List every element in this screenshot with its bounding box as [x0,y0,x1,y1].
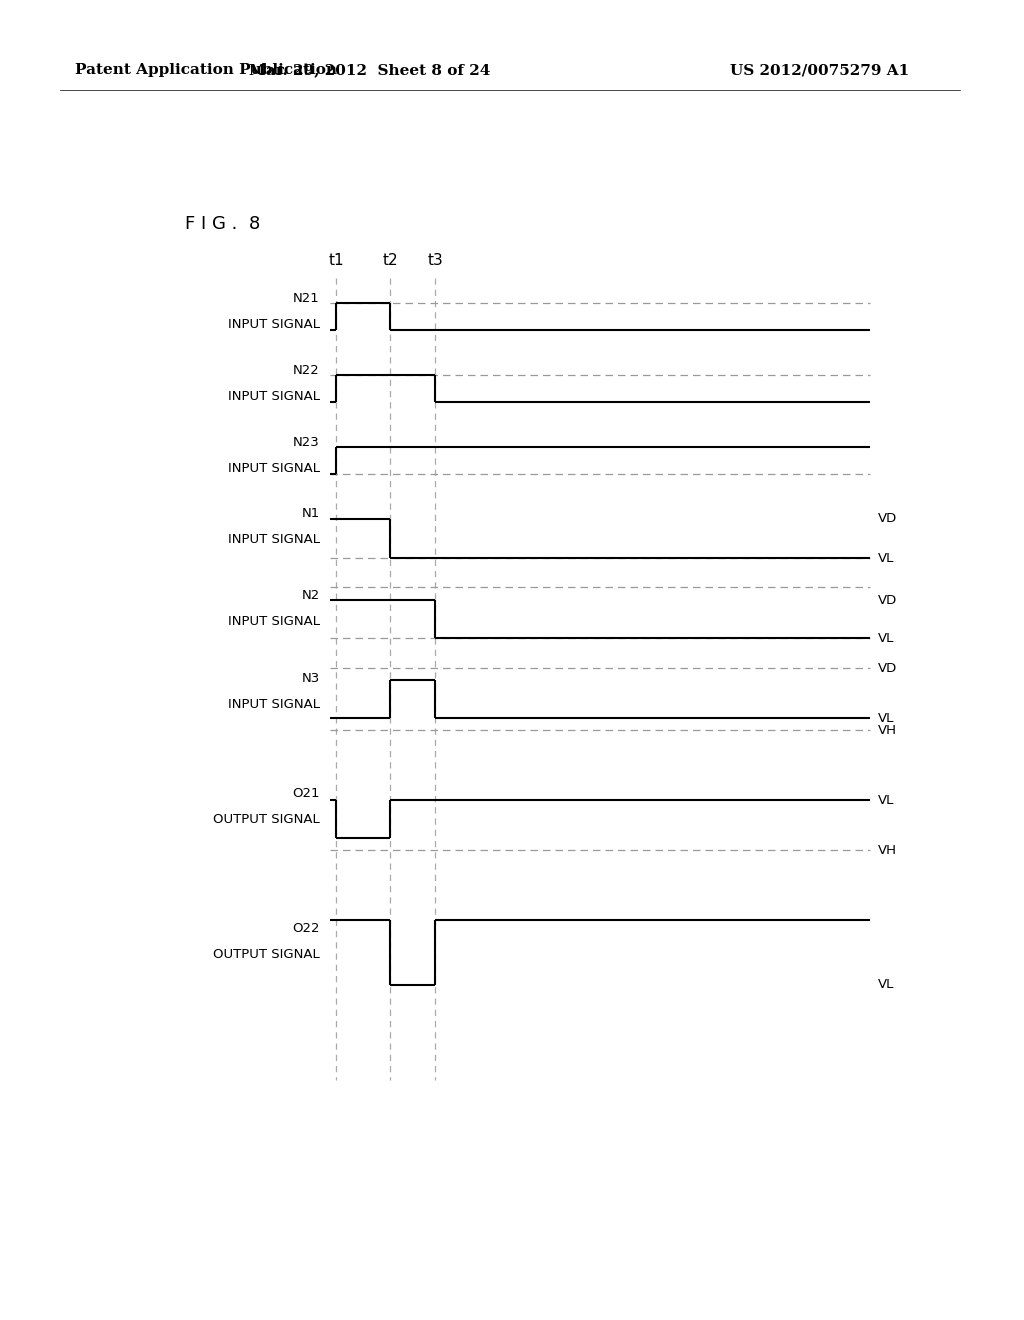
Text: N2: N2 [302,589,319,602]
Text: OUTPUT SIGNAL: OUTPUT SIGNAL [213,813,319,826]
Text: VH: VH [878,843,897,857]
Text: INPUT SIGNAL: INPUT SIGNAL [228,389,319,403]
Text: F I G .  8: F I G . 8 [185,215,260,234]
Text: VD: VD [878,661,897,675]
Text: t2: t2 [382,253,397,268]
Text: VL: VL [878,978,894,991]
Text: VL: VL [878,552,894,565]
Text: VH: VH [878,723,897,737]
Text: N22: N22 [293,364,319,378]
Text: INPUT SIGNAL: INPUT SIGNAL [228,462,319,475]
Text: VL: VL [878,793,894,807]
Text: VL: VL [878,631,894,644]
Text: Mar. 29, 2012  Sheet 8 of 24: Mar. 29, 2012 Sheet 8 of 24 [249,63,490,77]
Text: INPUT SIGNAL: INPUT SIGNAL [228,318,319,331]
Text: O22: O22 [293,921,319,935]
Text: N1: N1 [302,507,319,520]
Text: N21: N21 [293,292,319,305]
Text: VD: VD [878,512,897,525]
Text: US 2012/0075279 A1: US 2012/0075279 A1 [730,63,909,77]
Text: VL: VL [878,711,894,725]
Text: INPUT SIGNAL: INPUT SIGNAL [228,698,319,711]
Text: t3: t3 [427,253,442,268]
Text: O21: O21 [293,787,319,800]
Text: N3: N3 [302,672,319,685]
Text: OUTPUT SIGNAL: OUTPUT SIGNAL [213,948,319,961]
Text: VD: VD [878,594,897,606]
Text: N23: N23 [293,436,319,449]
Text: INPUT SIGNAL: INPUT SIGNAL [228,615,319,628]
Text: t1: t1 [328,253,344,268]
Text: INPUT SIGNAL: INPUT SIGNAL [228,533,319,546]
Text: Patent Application Publication: Patent Application Publication [75,63,337,77]
